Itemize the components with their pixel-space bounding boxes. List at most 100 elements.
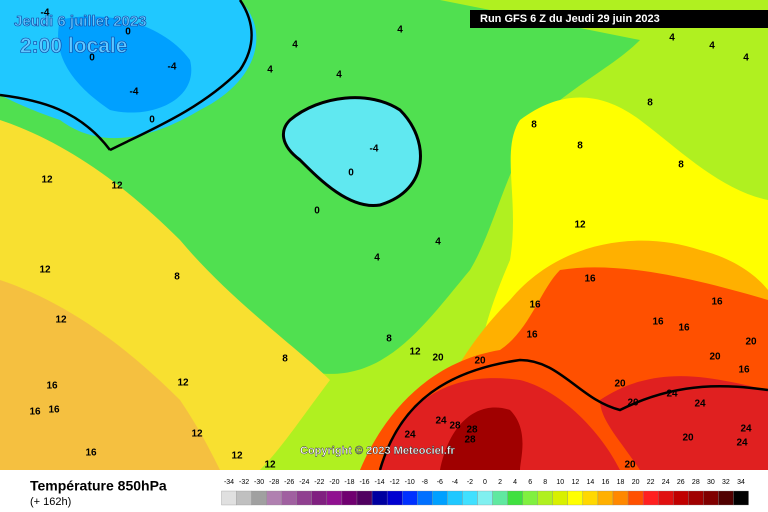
contour-label: 0 [314, 206, 320, 217]
contour-label: 8 [647, 98, 653, 109]
scale-label: 10 [556, 479, 564, 486]
contour-label: 12 [177, 378, 189, 389]
scale-label: 34 [737, 479, 745, 486]
color-swatch [612, 490, 629, 506]
valid-date: Jeudi 6 juillet 2023 [14, 13, 147, 30]
contour-label: 12 [264, 460, 276, 471]
scale-label: -6 [437, 479, 443, 486]
contour-label: 12 [191, 429, 203, 440]
color-swatch [326, 490, 343, 506]
color-swatch [417, 490, 433, 506]
contour-label: 4 [709, 41, 715, 52]
scale-label: 32 [722, 479, 730, 486]
color-swatch [296, 490, 312, 506]
contour-label: 8 [282, 354, 288, 365]
contour-label: 4 [336, 70, 342, 81]
color-swatch [537, 490, 553, 506]
lead-time: (+ 162h) [30, 496, 71, 508]
contour-label: 16 [48, 405, 60, 416]
color-swatch [597, 490, 614, 506]
scale-label: -4 [452, 479, 458, 486]
scale-label: -8 [422, 479, 428, 486]
map-field [440, 407, 523, 470]
scale-label: -18 [344, 479, 354, 486]
contour-label: 24 [736, 438, 748, 449]
color-swatch [522, 490, 538, 506]
contour-label: 16 [584, 274, 596, 285]
color-swatch [341, 490, 358, 506]
contour-label: 28 [464, 435, 476, 446]
contour-label: 16 [29, 407, 41, 418]
color-swatch [733, 490, 749, 506]
scale-label: 24 [662, 479, 670, 486]
contour-label: 12 [574, 220, 586, 231]
scale-label: -30 [254, 479, 264, 486]
contour-line [0, 0, 253, 152]
contour-label: 16 [529, 300, 541, 311]
scale-label: -16 [359, 479, 369, 486]
color-swatch [281, 490, 297, 506]
contour-label: 0 [125, 27, 131, 38]
color-swatch [552, 490, 568, 506]
color-swatch [236, 490, 252, 506]
scale-label: 26 [677, 479, 685, 486]
contour-label: 4 [669, 33, 675, 44]
contour-label: -4 [41, 8, 50, 19]
footer-title: Température 850hPa [30, 478, 167, 494]
scale-label: 0 [483, 479, 487, 486]
run-info: Run GFS 6 Z du Jeudi 29 juin 2023 [480, 13, 660, 25]
scale-label: -28 [269, 479, 279, 486]
scale-label: 4 [513, 479, 517, 486]
contour-label: 8 [386, 334, 392, 345]
color-swatch [658, 490, 674, 506]
color-scale: -34 -32 -30 -28 -26 -24 -22 -20 -18 -16 -14 -12 -10-… [221, 479, 749, 506]
scale-label: 12 [571, 479, 579, 486]
contour-label: 4 [267, 65, 273, 76]
contour-label: 16 [526, 330, 538, 341]
contour-label: 24 [740, 424, 752, 435]
color-swatch [627, 490, 644, 506]
color-swatch [703, 490, 719, 506]
color-swatch [673, 490, 689, 506]
contour-label: 28 [449, 421, 461, 432]
contour-label: 8 [531, 120, 537, 131]
contour-label: 20 [614, 379, 626, 390]
contour-label: -4 [370, 144, 379, 155]
contour-label: 20 [709, 352, 721, 363]
contour-label: 20 [432, 353, 444, 364]
run-banner [470, 10, 768, 28]
scale-label: -2 [467, 479, 473, 486]
map-field [0, 280, 220, 470]
scale-label: -12 [390, 479, 400, 486]
scale-label: -10 [405, 479, 415, 486]
contour-label: 20 [745, 337, 757, 348]
color-swatch [251, 490, 267, 506]
color-swatch [266, 490, 282, 506]
contour-label: 20 [474, 356, 486, 367]
scale-label: -24 [299, 479, 309, 486]
contour-label: 28 [466, 425, 478, 436]
contour-label: -4 [168, 62, 177, 73]
contour-label: 12 [41, 175, 53, 186]
contour-label: 0 [89, 53, 95, 64]
scale-label: -26 [284, 479, 294, 486]
color-swatch [386, 490, 403, 506]
contour-label: 12 [55, 315, 67, 326]
contour-label: 8 [678, 160, 684, 171]
contour-label: 4 [435, 237, 441, 248]
color-swatch [492, 490, 508, 506]
scale-label: 6 [528, 479, 532, 486]
color-swatch [567, 490, 584, 506]
color-swatch [477, 490, 493, 506]
scale-label: -20 [329, 479, 339, 486]
contour-label: 0 [149, 115, 155, 126]
contour-label: 20 [682, 433, 694, 444]
contour-label: 16 [85, 448, 97, 459]
scale-label: 18 [617, 479, 625, 486]
contour-label: 24 [435, 416, 447, 427]
contour-label: 4 [292, 40, 298, 51]
contour-label: 16 [738, 365, 750, 376]
contour-label: 12 [231, 451, 243, 462]
map-field [281, 96, 422, 208]
contour-label: 4 [397, 25, 403, 36]
